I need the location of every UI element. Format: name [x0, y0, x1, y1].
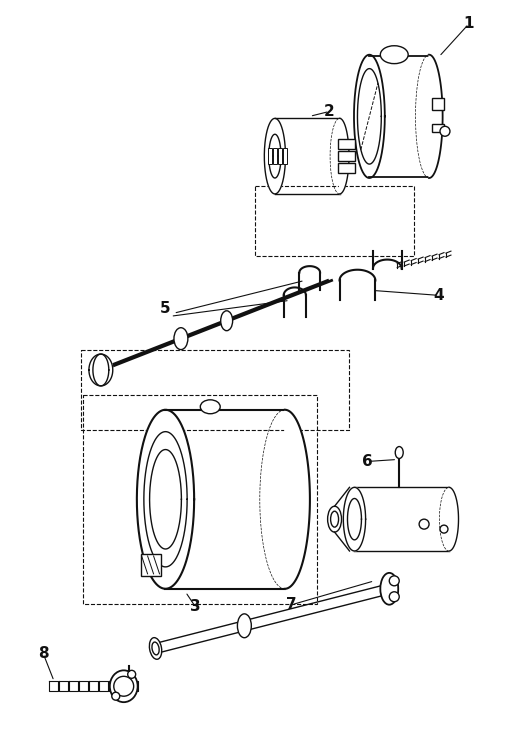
- Polygon shape: [49, 681, 58, 692]
- Polygon shape: [343, 488, 365, 551]
- Polygon shape: [449, 488, 458, 551]
- Polygon shape: [285, 410, 310, 588]
- Circle shape: [440, 525, 448, 533]
- Ellipse shape: [237, 614, 251, 637]
- Polygon shape: [347, 499, 361, 540]
- Text: 4: 4: [434, 288, 444, 303]
- Polygon shape: [79, 681, 88, 692]
- Polygon shape: [144, 431, 187, 567]
- Text: 7: 7: [286, 597, 297, 612]
- Polygon shape: [264, 118, 285, 194]
- Polygon shape: [340, 118, 349, 194]
- Bar: [432, 124, 444, 132]
- Bar: [338, 139, 356, 149]
- Text: 3: 3: [190, 599, 200, 614]
- Polygon shape: [69, 681, 78, 692]
- Bar: [141, 554, 160, 576]
- Circle shape: [389, 592, 399, 602]
- Polygon shape: [429, 55, 443, 178]
- Polygon shape: [99, 681, 108, 692]
- Polygon shape: [89, 354, 113, 386]
- Ellipse shape: [327, 507, 341, 532]
- Ellipse shape: [152, 642, 159, 655]
- Circle shape: [419, 519, 429, 529]
- Text: 8: 8: [38, 646, 48, 661]
- Bar: [278, 148, 282, 164]
- Bar: [255, 186, 414, 256]
- Bar: [83, 395, 317, 604]
- Polygon shape: [93, 354, 109, 386]
- Bar: [338, 151, 356, 161]
- Polygon shape: [414, 55, 445, 178]
- Text: 5: 5: [160, 301, 171, 316]
- Ellipse shape: [331, 511, 339, 527]
- Polygon shape: [109, 681, 118, 692]
- Circle shape: [114, 676, 134, 696]
- Polygon shape: [354, 55, 385, 178]
- Ellipse shape: [380, 46, 408, 64]
- Polygon shape: [119, 681, 127, 692]
- Bar: [268, 148, 272, 164]
- Polygon shape: [137, 410, 194, 588]
- Ellipse shape: [150, 637, 162, 659]
- Ellipse shape: [110, 670, 138, 702]
- Polygon shape: [269, 135, 281, 178]
- Text: 1: 1: [464, 16, 474, 31]
- Text: 6: 6: [362, 454, 373, 469]
- Circle shape: [112, 692, 120, 700]
- Bar: [283, 148, 287, 164]
- Ellipse shape: [395, 447, 403, 458]
- Polygon shape: [89, 681, 98, 692]
- Circle shape: [440, 126, 450, 136]
- Ellipse shape: [380, 573, 398, 605]
- Ellipse shape: [174, 327, 188, 349]
- Bar: [273, 148, 277, 164]
- Circle shape: [127, 670, 136, 678]
- Bar: [432, 99, 444, 110]
- Bar: [81, 350, 350, 430]
- Ellipse shape: [200, 400, 220, 414]
- Polygon shape: [128, 681, 138, 692]
- Ellipse shape: [221, 311, 233, 330]
- Bar: [338, 163, 356, 173]
- Text: 2: 2: [324, 104, 335, 119]
- Polygon shape: [59, 681, 68, 692]
- Polygon shape: [150, 450, 181, 549]
- Circle shape: [389, 576, 399, 586]
